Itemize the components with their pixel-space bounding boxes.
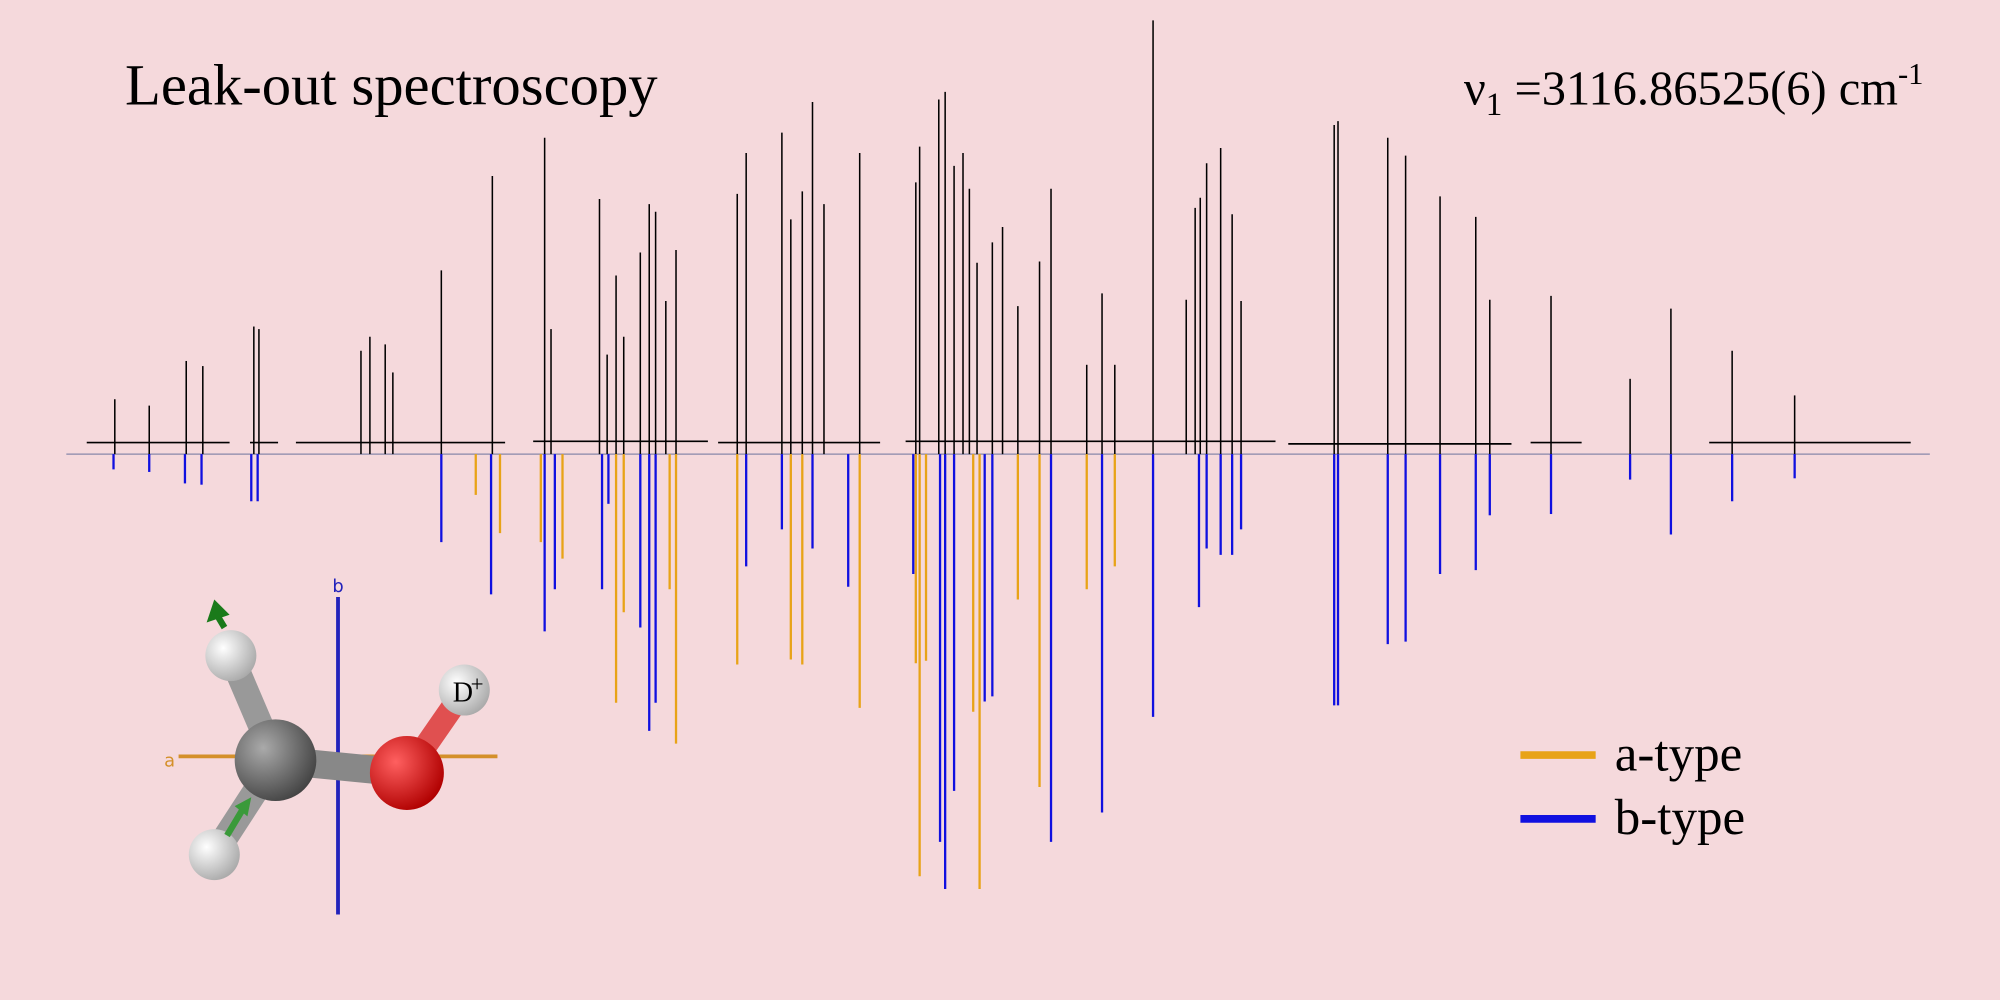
legend-label: b-type xyxy=(1615,790,1745,846)
motion-arrow xyxy=(224,808,246,838)
subscript: 1 xyxy=(1486,86,1503,123)
hydrogen xyxy=(205,630,257,682)
hydrogen xyxy=(188,829,240,881)
carbon xyxy=(234,719,317,802)
legend: a-type b-type xyxy=(1520,726,1745,846)
charge-label: + xyxy=(471,671,484,696)
superscript: -1 xyxy=(1898,57,1923,91)
motion-arrow-head xyxy=(234,797,252,817)
text: =3116.86525(6) cm xyxy=(1502,63,1898,116)
b-axis-label: b xyxy=(332,576,343,597)
deuterium xyxy=(438,664,490,716)
band-origin: ν1 =3116.86525(6) cm-1 xyxy=(1464,57,1924,123)
molecule: b a D + xyxy=(164,576,498,915)
title: Leak-out spectroscopy xyxy=(125,53,658,118)
spectrum xyxy=(112,20,1796,890)
a-axis-label: a xyxy=(164,751,175,772)
oxygen xyxy=(369,735,444,810)
legend-label: a-type xyxy=(1615,726,1742,782)
noise-baseline xyxy=(86,440,1911,445)
symbol: ν xyxy=(1464,63,1486,116)
atom-label: D xyxy=(453,678,473,709)
